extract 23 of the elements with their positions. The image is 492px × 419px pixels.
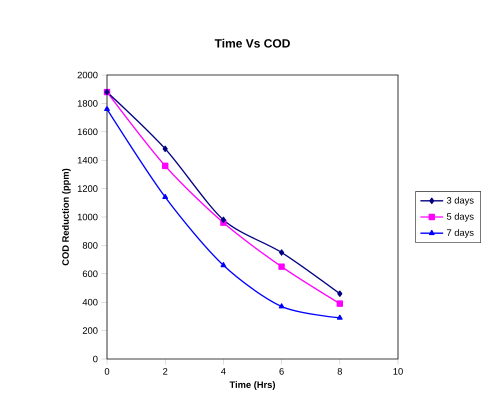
y-tick-label: 2000 — [78, 72, 98, 78]
x-tick-label: 4 — [221, 368, 226, 374]
x-tick-label: 6 — [279, 368, 284, 375]
y-tick-label: 1200 — [78, 185, 98, 192]
y-tick-label: 0 — [93, 356, 98, 362]
y-tick-label: 800 — [82, 242, 98, 249]
chart-title: Time Vs COD — [214, 38, 290, 48]
x-tick-label: 0 — [104, 368, 110, 375]
y-axis-title: COD Reduction (ppm) — [62, 168, 71, 266]
y-tick-label: 1400 — [78, 156, 98, 164]
y-tick-label: 600 — [82, 270, 98, 278]
y-tick-label: 1600 — [78, 128, 98, 136]
legend-label: 7 days — [446, 229, 474, 238]
legend-label: 3 days — [446, 196, 474, 206]
y-tick-label: 1000 — [78, 214, 98, 220]
y-tick-label: 200 — [82, 327, 98, 334]
legend-label: 5 days — [446, 212, 474, 222]
y-tick-label: 1800 — [78, 100, 98, 107]
x-axis-title: Time (Hrs) — [230, 381, 276, 390]
x-tick-label: 10 — [394, 368, 403, 375]
x-tick-label: 8 — [338, 368, 342, 375]
y-tick-label: 400 — [82, 298, 98, 306]
x-tick-label: 2 — [163, 368, 168, 375]
